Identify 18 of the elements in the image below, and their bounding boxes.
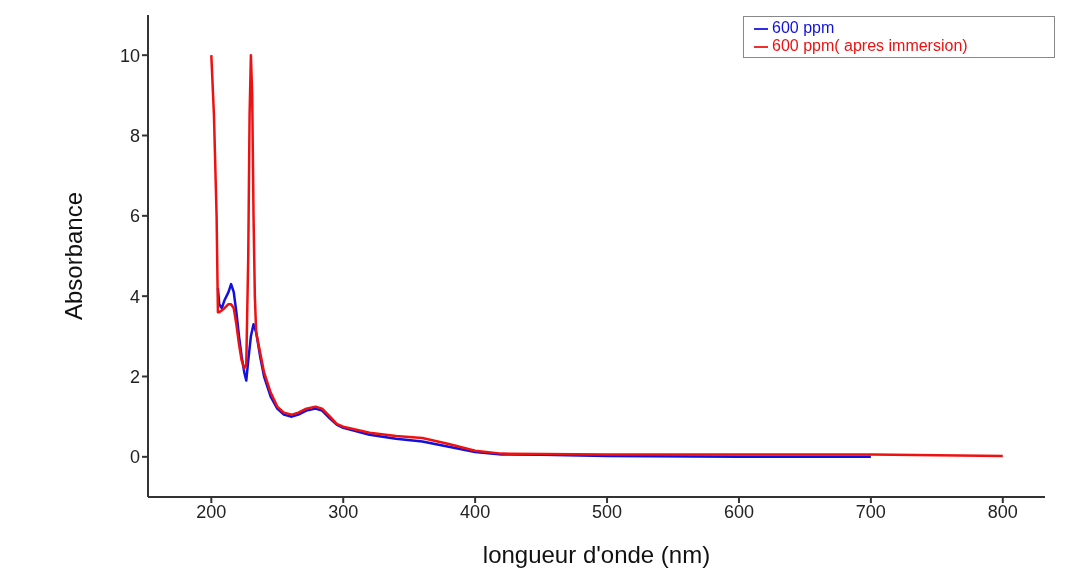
legend-label: 600 ppm( apres immersion) bbox=[772, 37, 968, 54]
y-tick-label: 0 bbox=[129, 447, 140, 468]
y-tick-label: 4 bbox=[129, 286, 140, 307]
y-tick-label: 6 bbox=[129, 206, 140, 227]
x-tick-label: 400 bbox=[460, 501, 491, 522]
y-tick-label: 10 bbox=[119, 45, 140, 66]
y-tick-label: 8 bbox=[129, 125, 140, 146]
x-tick-label: 700 bbox=[855, 501, 886, 522]
x-tick-label: 500 bbox=[592, 501, 623, 522]
x-tick-label: 200 bbox=[196, 501, 227, 522]
y-tick-label: 2 bbox=[129, 366, 140, 387]
line-series bbox=[210, 53, 1005, 458]
y-axis-title: Absorbance bbox=[59, 191, 87, 321]
x-axis-title: longueur d'onde (nm) bbox=[482, 541, 711, 568]
legend-label: 600 ppm bbox=[772, 19, 835, 36]
x-tick-label: 300 bbox=[328, 501, 359, 522]
x-tick-label: 600 bbox=[723, 501, 754, 522]
x-tick-label: 800 bbox=[987, 501, 1018, 522]
